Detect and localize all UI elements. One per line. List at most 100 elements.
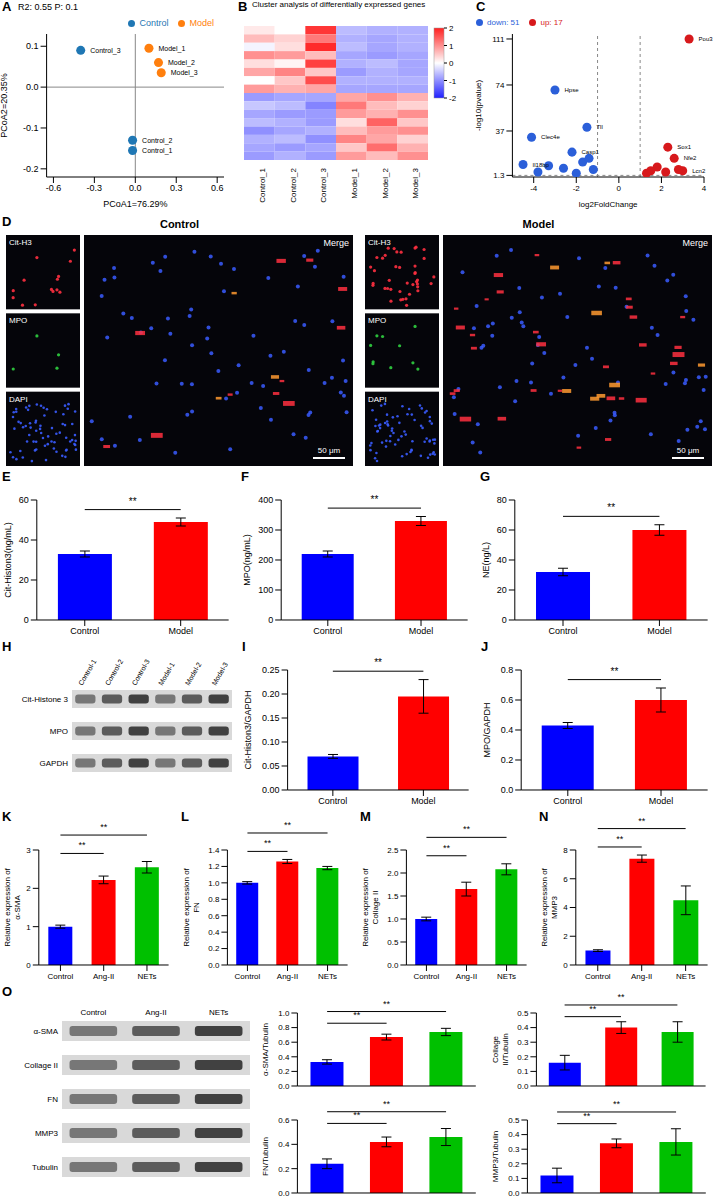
svg-text:0.4: 0.4 xyxy=(209,928,221,937)
svg-text:0.6: 0.6 xyxy=(211,183,224,193)
svg-text:Control: Control xyxy=(80,1008,106,1017)
svg-text:0.4: 0.4 xyxy=(508,1130,520,1139)
svg-text:50 μm: 50 μm xyxy=(677,446,700,455)
svg-text:0.05: 0.05 xyxy=(262,761,280,771)
svg-text:Control: Control xyxy=(314,626,343,636)
svg-text:50 μm: 50 μm xyxy=(318,446,341,455)
svg-text:80: 80 xyxy=(497,495,507,505)
svg-text:0: 0 xyxy=(24,615,29,625)
svg-text:**: ** xyxy=(264,838,271,848)
svg-text:0.10: 0.10 xyxy=(262,737,280,747)
svg-text:0.3: 0.3 xyxy=(170,183,183,193)
svg-text:Relative expression ofFN: Relative expression ofFN xyxy=(182,867,200,946)
svg-text:8: 8 xyxy=(564,846,569,855)
svg-text:-log10(pvalue): -log10(pvalue) xyxy=(474,80,483,131)
svg-text:-0.2: -0.2 xyxy=(23,164,39,174)
svg-text:PCoA1=76.29%: PCoA1=76.29% xyxy=(103,199,167,209)
svg-text:0.3: 0.3 xyxy=(518,1038,530,1047)
svg-text:Clec4e: Clec4e xyxy=(541,134,560,140)
svg-text:Merge: Merge xyxy=(682,238,708,248)
svg-text:Cit-Histon3/GAPDH: Cit-Histon3/GAPDH xyxy=(243,690,253,769)
svg-text:GAPDH: GAPDH xyxy=(40,759,69,768)
svg-text:MPO(ng/mL): MPO(ng/mL) xyxy=(242,534,252,586)
svg-text:0: 0 xyxy=(269,615,274,625)
svg-text:NETs: NETs xyxy=(676,972,695,981)
svg-text:Tubulin: Tubulin xyxy=(32,1163,58,1172)
svg-text:**: ** xyxy=(584,1111,591,1121)
svg-text:Nfe2: Nfe2 xyxy=(684,155,697,161)
svg-text:**: ** xyxy=(590,1004,597,1014)
svg-text:Relative expression ofMMP3: Relative expression ofMMP3 xyxy=(540,867,558,946)
svg-text:Model_1: Model_1 xyxy=(158,45,185,53)
svg-text:Model-3: Model-3 xyxy=(210,661,229,686)
svg-text:2.5: 2.5 xyxy=(388,846,400,855)
svg-text:1.3: 1.3 xyxy=(493,171,505,180)
svg-text:Control_2: Control_2 xyxy=(142,137,172,145)
svg-text:Cit-Histon3(ng/mL): Cit-Histon3(ng/mL) xyxy=(3,522,13,598)
svg-text:40: 40 xyxy=(497,555,507,565)
svg-text:**: ** xyxy=(371,494,379,505)
svg-text:1.4: 1.4 xyxy=(209,846,221,855)
svg-text:Control: Control xyxy=(235,972,261,981)
svg-text:Cit-H3: Cit-H3 xyxy=(368,238,391,247)
svg-text:Il18bp: Il18bp xyxy=(533,162,550,168)
svg-text:2: 2 xyxy=(659,184,664,193)
svg-text:Model: Model xyxy=(169,626,193,636)
svg-text:log2FoldChange: log2FoldChange xyxy=(579,200,638,209)
svg-text:Control_1: Control_1 xyxy=(142,147,172,155)
svg-text:0.0: 0.0 xyxy=(501,785,514,795)
svg-text:6: 6 xyxy=(564,875,569,884)
svg-text:0.1: 0.1 xyxy=(508,1174,520,1183)
svg-text:0.2: 0.2 xyxy=(508,1160,520,1169)
svg-text:0.25: 0.25 xyxy=(262,665,280,675)
svg-text:MPO/GAPDH: MPO/GAPDH xyxy=(482,702,492,757)
svg-text:Control_3: Control_3 xyxy=(90,47,120,55)
svg-text:Control: Control xyxy=(160,218,199,230)
svg-text:MPO: MPO xyxy=(368,316,386,325)
svg-text:0.2: 0.2 xyxy=(501,755,514,765)
svg-text:0.2: 0.2 xyxy=(278,1067,290,1076)
svg-text:111: 111 xyxy=(492,35,505,44)
svg-text:0.3: 0.3 xyxy=(508,1145,520,1154)
svg-text:DAPI: DAPI xyxy=(368,395,387,404)
svg-text:0.0: 0.0 xyxy=(129,183,142,193)
svg-text:20: 20 xyxy=(19,575,29,585)
svg-text:NE(ng/L): NE(ng/L) xyxy=(481,542,491,578)
svg-text:Model: Model xyxy=(649,796,673,806)
svg-text:1.5: 1.5 xyxy=(388,892,400,901)
svg-text:0.1: 0.1 xyxy=(26,41,39,51)
svg-text:60: 60 xyxy=(497,525,507,535)
svg-text:**: ** xyxy=(354,1010,361,1020)
svg-text:0.0: 0.0 xyxy=(508,1189,520,1198)
svg-text:Control-3: Control-3 xyxy=(130,658,151,687)
svg-text:**: ** xyxy=(383,999,390,1009)
svg-text:NETs: NETs xyxy=(318,972,337,981)
svg-text:DAPI: DAPI xyxy=(9,395,28,404)
svg-text:0.0: 0.0 xyxy=(518,1082,530,1091)
svg-text:Model: Model xyxy=(648,626,672,636)
svg-text:Model_3: Model_3 xyxy=(171,69,198,77)
svg-text:Casp1: Casp1 xyxy=(582,149,600,155)
svg-text:0.5: 0.5 xyxy=(388,938,400,947)
svg-text:Ang-II: Ang-II xyxy=(631,972,652,981)
svg-text:0.8: 0.8 xyxy=(501,665,514,675)
svg-text:0.6: 0.6 xyxy=(278,1038,290,1047)
svg-text:0.0: 0.0 xyxy=(209,961,221,970)
svg-text:**: ** xyxy=(354,1110,361,1120)
svg-text:74: 74 xyxy=(495,81,504,90)
svg-text:Cit-Histone 3: Cit-Histone 3 xyxy=(22,695,69,704)
svg-text:**: ** xyxy=(79,840,86,850)
svg-text:-2: -2 xyxy=(449,94,457,103)
svg-text:0.0: 0.0 xyxy=(388,961,400,970)
svg-text:Control: Control xyxy=(319,796,348,806)
svg-text:1.2: 1.2 xyxy=(209,862,221,871)
svg-text:Control-1: Control-1 xyxy=(77,658,98,687)
svg-text:400: 400 xyxy=(259,495,274,505)
svg-text:0: 0 xyxy=(564,961,569,970)
svg-text:Model: Model xyxy=(409,626,433,636)
svg-text:2.0: 2.0 xyxy=(388,869,400,878)
svg-text:300: 300 xyxy=(259,525,274,535)
svg-text:Model_2: Model_2 xyxy=(168,59,195,67)
svg-text:4: 4 xyxy=(564,903,569,912)
svg-text:Relative expression ofCollage: Relative expression ofCollage II xyxy=(361,867,379,946)
